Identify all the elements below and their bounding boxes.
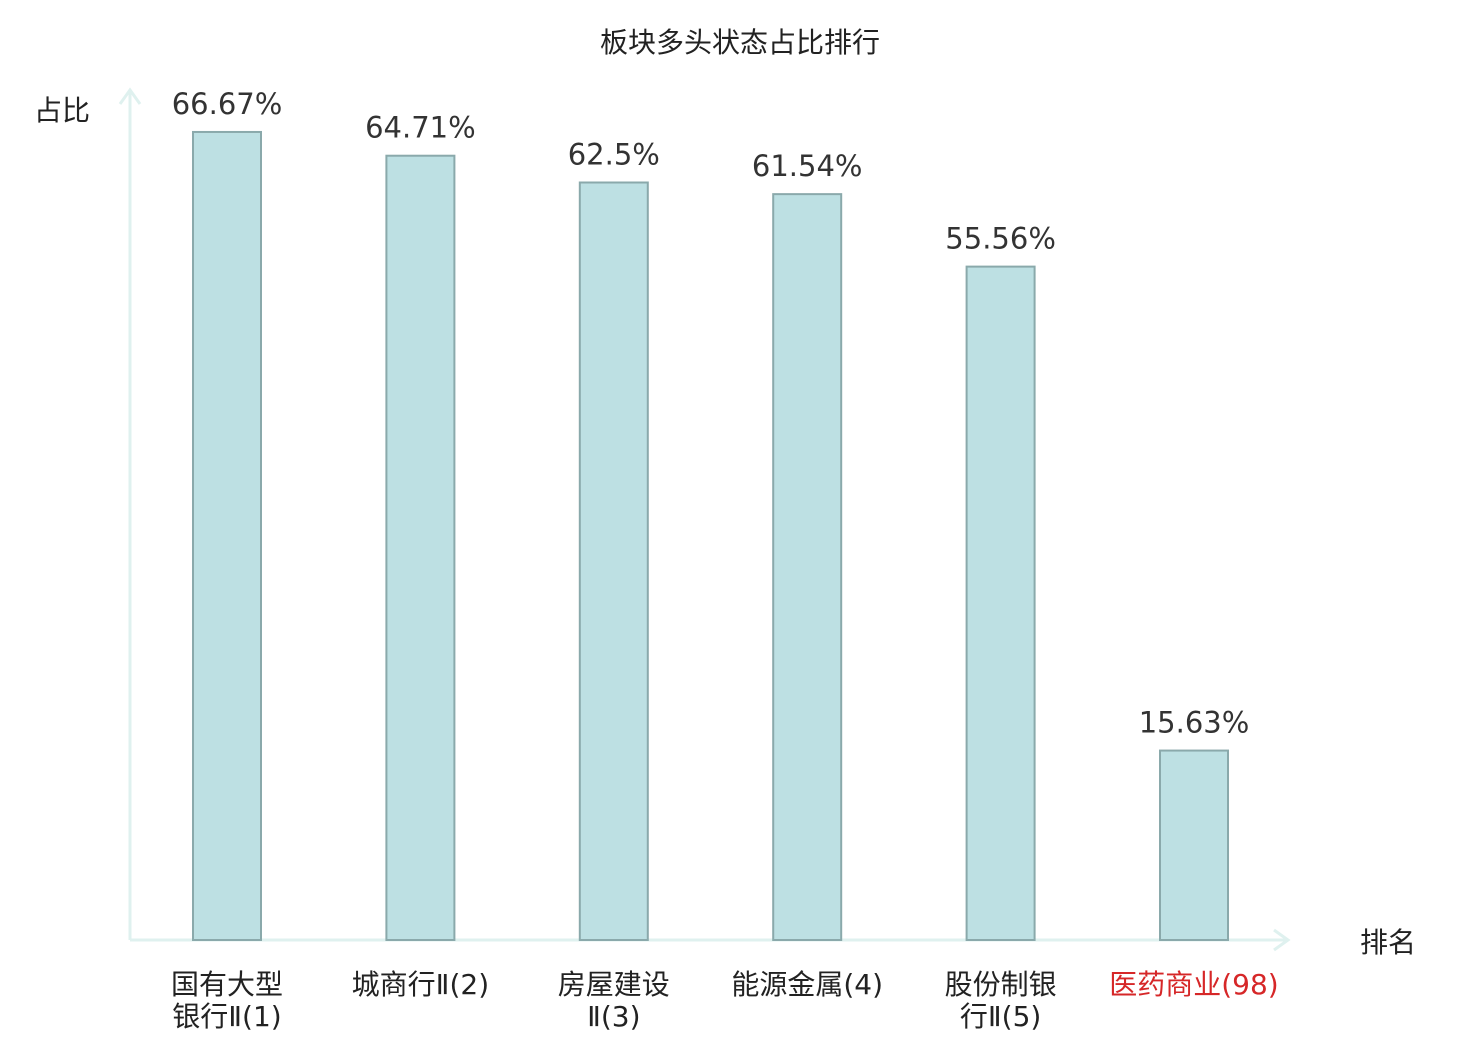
bar-4 [772, 193, 843, 941]
bar-1 [192, 130, 262, 941]
category-label-6-line-1: 医药商业(98) [1109, 968, 1278, 1001]
category-label-5-line-2: 行Ⅱ(5) [960, 1000, 1041, 1033]
bar-3 [578, 181, 649, 941]
value-label-3: 62.5% [568, 138, 660, 172]
axes [118, 87, 1291, 952]
value-label-2: 64.71% [365, 111, 476, 145]
bar-6 [1159, 749, 1229, 941]
category-label-3-line-2: Ⅱ(3) [587, 1000, 640, 1033]
x-axis-arrow [1273, 928, 1291, 952]
y-axis-label: 占比 [34, 94, 90, 127]
bars-group [192, 130, 1229, 942]
category-label-5-line-1: 股份制银 [945, 968, 1057, 1001]
x-axis-label: 排名 [1360, 926, 1416, 959]
value-label-5: 55.56% [945, 222, 1056, 256]
value-label-1: 66.67% [172, 87, 283, 121]
y-axis-arrow [118, 87, 142, 105]
category-label-1-line-1: 国有大型 [171, 968, 283, 1001]
chart-title: 板块多头状态占比排行 [600, 26, 880, 59]
bar-2 [385, 154, 456, 942]
value-label-6: 15.63% [1139, 706, 1250, 740]
bar-5 [965, 265, 1036, 941]
value-label-4: 61.54% [752, 149, 863, 183]
category-label-3-line-1: 房屋建设 [558, 968, 670, 1001]
value-labels-group: 66.67% 64.71% 62.5% 61.54% 55.56% 15.63% [172, 87, 1250, 740]
category-label-1-line-2: 银行Ⅱ(1) [172, 1000, 281, 1033]
category-label-4-line-1: 能源金属(4) [731, 968, 883, 1001]
category-label-2-line-1: 城商行Ⅱ(2) [352, 968, 489, 1001]
